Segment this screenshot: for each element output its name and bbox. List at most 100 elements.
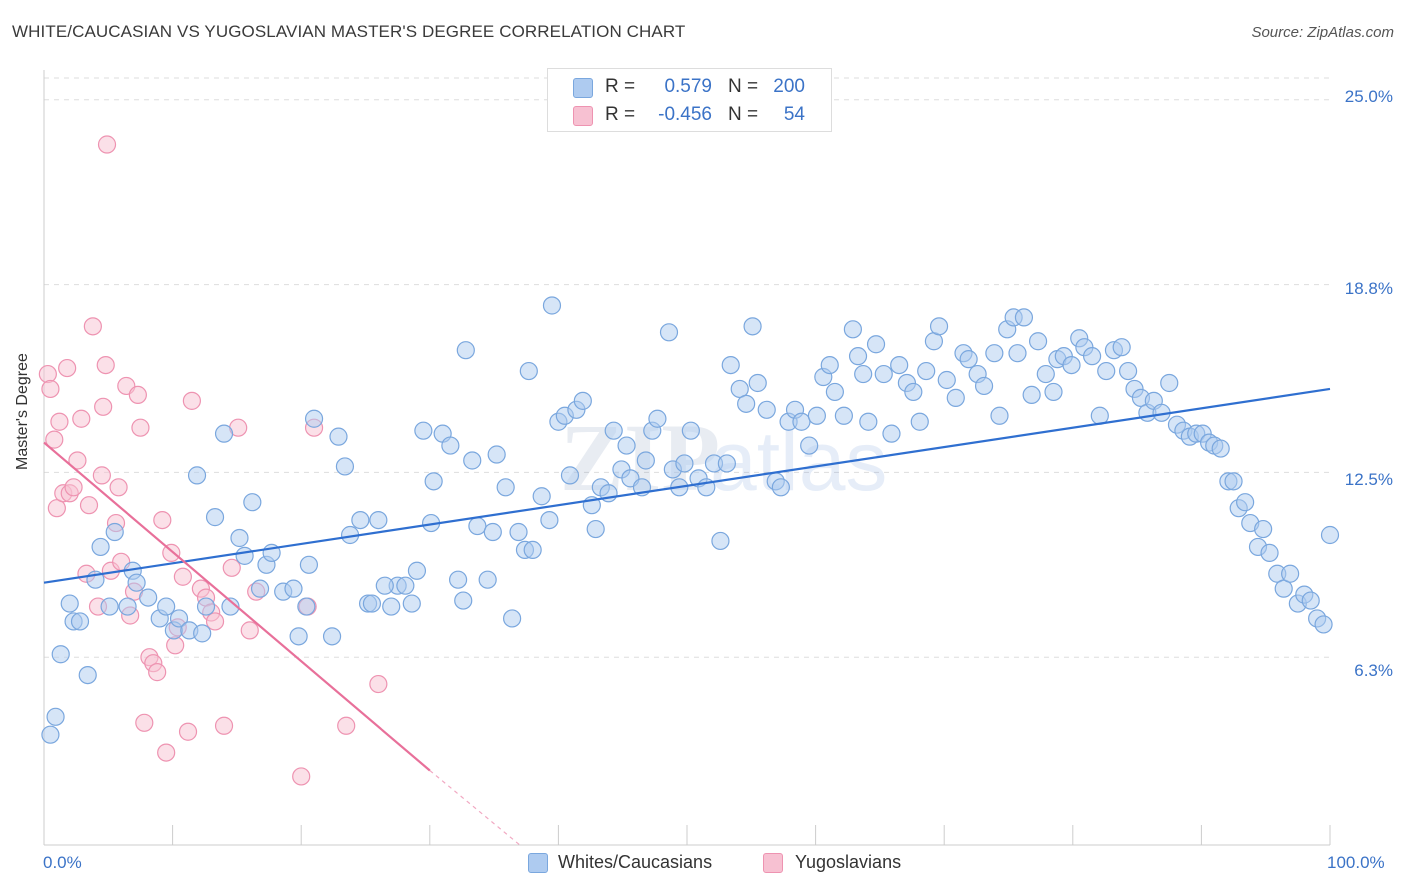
white-caucasian-point xyxy=(748,373,767,393)
white-caucasian-point xyxy=(659,323,679,342)
white-caucasian-point xyxy=(196,597,216,616)
white-caucasian-point xyxy=(959,350,978,369)
white-caucasian-point xyxy=(157,597,176,616)
yugoslavian-point xyxy=(182,391,201,410)
white-caucasian-point xyxy=(834,406,853,425)
yugoslavian-point xyxy=(94,397,113,416)
white-caucasian-point xyxy=(169,609,189,628)
yugoslavian-point xyxy=(92,466,111,485)
yugoslavian-point xyxy=(178,722,198,741)
white-caucasian-point xyxy=(487,445,506,464)
white-caucasian-point xyxy=(721,355,740,375)
white-caucasian-point xyxy=(604,421,623,440)
r-label: R = xyxy=(605,104,636,125)
white-caucasian-point xyxy=(825,382,844,402)
yugoslavian-point xyxy=(50,412,69,431)
white-caucasian-point xyxy=(807,406,826,425)
white-caucasian-point xyxy=(375,576,394,595)
white-caucasian-point xyxy=(322,627,342,646)
white-caucasian-point xyxy=(917,361,936,381)
white-caucasian-point xyxy=(60,594,79,613)
white-caucasian-point xyxy=(820,355,839,375)
white-caucasian-point xyxy=(1254,519,1273,539)
white-caucasian-point xyxy=(214,424,234,443)
n-value: 54 xyxy=(783,104,805,125)
white-caucasian-point xyxy=(532,487,551,506)
yugoslavian-point xyxy=(72,409,91,428)
white-caucasian-point xyxy=(1022,385,1041,405)
white-caucasian-point xyxy=(800,436,819,455)
white-caucasian-point xyxy=(424,472,443,491)
yugoslavian-point xyxy=(79,496,99,515)
white-caucasian-point xyxy=(382,597,401,616)
yugoslavian-point xyxy=(292,767,311,786)
white-caucasian-point xyxy=(139,588,158,607)
white-caucasian-point xyxy=(1160,373,1179,393)
white-caucasian-point xyxy=(890,355,909,375)
white-caucasian-point xyxy=(1236,493,1255,512)
white-caucasian-point xyxy=(617,436,636,455)
trend-lines xyxy=(43,387,1331,846)
yugoslavian-point xyxy=(173,567,192,586)
yugoslavian-point xyxy=(45,430,64,449)
trend-line-whites xyxy=(43,387,1331,584)
blue-swatch xyxy=(573,78,593,98)
white-caucasian-point xyxy=(1320,525,1340,545)
white-caucasian-point xyxy=(573,391,592,410)
white-caucasian-point xyxy=(985,344,1004,363)
white-caucasian-point xyxy=(874,364,893,384)
white-caucasian-point xyxy=(503,609,522,628)
yugoslavian-point xyxy=(64,478,83,497)
white-caucasian-point xyxy=(243,493,262,512)
yugoslavian-point xyxy=(148,663,167,682)
white-caucasian-point xyxy=(362,594,382,613)
white-caucasian-point xyxy=(717,454,736,473)
white-caucasian-point xyxy=(496,478,515,497)
legend-label-whites: Whites/Caucasians xyxy=(558,852,713,872)
white-caucasian-point xyxy=(859,412,878,431)
stats-row-yugoslavians: R = -0.456 N = 54 xyxy=(548,101,831,129)
y-tick-label-18-8: 18.8% xyxy=(1344,279,1393,298)
white-caucasian-point xyxy=(205,508,225,527)
white-caucasian-point xyxy=(1314,615,1333,634)
white-caucasian-point xyxy=(560,466,580,485)
white-caucasian-point xyxy=(70,612,90,631)
series-yugoslavians xyxy=(38,135,388,786)
white-caucasian-point xyxy=(478,570,497,589)
white-caucasian-point xyxy=(681,421,700,440)
y-tick-label-6-3: 6.3% xyxy=(1354,661,1393,680)
white-caucasian-point xyxy=(456,341,475,360)
white-caucasian-point xyxy=(414,421,433,440)
white-caucasian-point xyxy=(882,424,901,443)
white-caucasian-point xyxy=(1301,591,1320,610)
x-tick-label-min: 0.0% xyxy=(43,853,82,872)
white-caucasian-point xyxy=(463,451,482,470)
n-label: N = xyxy=(728,104,759,125)
stats-legend: R = 0.579 N = 200 R = -0.456 N = 54 xyxy=(547,68,832,132)
white-caucasian-point xyxy=(235,546,254,565)
yugoslavian-point xyxy=(96,355,115,375)
white-caucasian-point xyxy=(519,361,538,381)
white-caucasian-point xyxy=(78,665,97,685)
white-caucasian-point xyxy=(454,591,473,610)
r-value: -0.456 xyxy=(658,104,712,125)
white-caucasian-point xyxy=(230,528,249,548)
white-caucasian-point xyxy=(402,594,421,613)
white-caucasian-point xyxy=(1211,439,1230,458)
legend-swatch-yugoslavians xyxy=(763,853,783,873)
white-caucasian-point xyxy=(304,409,324,428)
chart-title: WHITE/CAUCASIAN VS YUGOSLAVIAN MASTER'S … xyxy=(12,22,686,41)
yugoslavian-point xyxy=(337,716,356,735)
white-caucasian-point xyxy=(221,597,240,616)
yugoslavian-point xyxy=(369,674,388,694)
yugoslavian-point xyxy=(128,385,147,405)
yugoslavian-point xyxy=(83,317,102,336)
white-caucasian-point xyxy=(1112,338,1131,357)
white-caucasian-point xyxy=(904,382,923,402)
white-caucasian-point xyxy=(335,457,355,476)
white-caucasian-point xyxy=(1097,361,1116,381)
white-caucasian-point xyxy=(369,510,388,530)
white-caucasian-point xyxy=(542,296,562,315)
legend-label-yugoslavians: Yugoslavians xyxy=(795,852,902,872)
